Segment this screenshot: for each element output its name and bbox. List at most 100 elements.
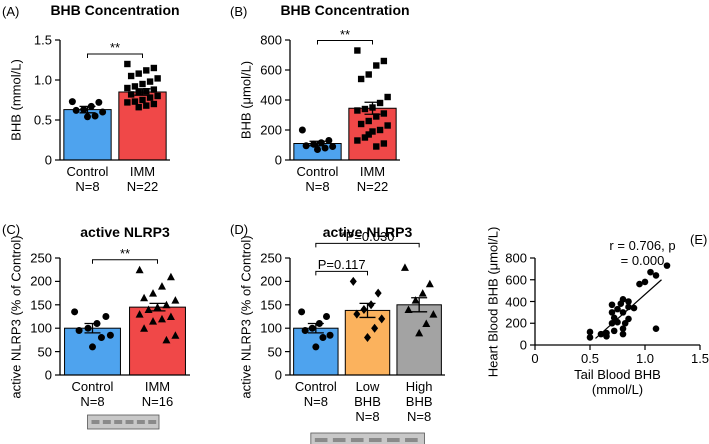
data-point <box>298 126 306 134</box>
data-point <box>140 324 149 332</box>
panel-label: (D) <box>230 222 249 237</box>
blot-band <box>314 438 328 442</box>
data-point <box>93 320 101 328</box>
data-point <box>384 122 391 129</box>
x-tick-label: High BHB N=8 <box>405 379 433 424</box>
data-point <box>72 106 80 114</box>
data-point <box>380 140 388 147</box>
data-point <box>150 64 158 72</box>
y-tick-label: 250 <box>30 250 52 266</box>
y-axis-label: active NLRP3 (% of Control) <box>8 234 24 399</box>
data-point <box>321 144 329 152</box>
data-point <box>149 289 158 297</box>
data-point <box>361 105 369 113</box>
data-point <box>418 289 427 297</box>
significance-label: ** <box>119 245 131 261</box>
blot-band <box>91 420 100 424</box>
data-point <box>102 313 110 320</box>
data-point <box>84 324 92 332</box>
data-point <box>143 67 150 74</box>
y-tick-label: 0 <box>44 152 52 168</box>
error-bar <box>411 297 428 313</box>
significance-label: ** <box>109 40 121 56</box>
x-tick-label: 0.5 <box>580 351 600 366</box>
data-point <box>310 140 318 148</box>
y-tick-label: 100 <box>30 320 52 336</box>
panel-label: (A) <box>2 4 20 19</box>
data-point <box>365 71 372 78</box>
panel-label: (C) <box>2 222 21 237</box>
data-point <box>171 296 180 304</box>
data-point <box>619 296 627 303</box>
blot-band <box>102 420 111 424</box>
data-point <box>171 331 180 339</box>
data-point <box>404 305 413 313</box>
data-point <box>384 93 391 101</box>
data-point <box>326 331 334 339</box>
y-tick-label: 50 <box>267 344 282 360</box>
data-point <box>315 320 323 328</box>
data-point <box>608 301 616 309</box>
y-tick-label: 600 <box>505 272 527 288</box>
data-point <box>349 276 357 286</box>
data-point <box>87 102 95 110</box>
y-tick-label: 800 <box>260 32 282 48</box>
data-point <box>302 142 310 150</box>
y-tick-label: 200 <box>260 273 282 289</box>
data-point <box>166 312 175 320</box>
x-tick-label: Control N=8 <box>296 164 339 194</box>
data-point <box>619 309 627 316</box>
data-point <box>68 98 76 106</box>
y-tick-label: 200 <box>505 315 527 331</box>
data-point <box>353 309 361 319</box>
data-point <box>301 327 309 335</box>
annotation: r = 0.706, p = 0.000 <box>609 238 676 268</box>
data-point <box>135 70 142 77</box>
y-tick-label: 0 <box>519 337 527 353</box>
data-point <box>367 300 375 310</box>
data-point <box>369 104 376 111</box>
y-axis-label: Heart Blood BHB (μmol/L) <box>485 226 501 377</box>
y-axis-label: BHB (mmol/L) <box>8 59 24 141</box>
data-point <box>99 108 107 116</box>
y-tick-label: 1.5 <box>33 32 52 48</box>
data-point <box>150 86 158 93</box>
y-tick-label: 0 <box>274 367 282 383</box>
data-point <box>124 99 131 106</box>
data-point <box>140 293 149 302</box>
blot-band <box>350 438 364 442</box>
data-point <box>127 91 135 98</box>
data-point <box>610 327 618 335</box>
data-point <box>139 96 146 104</box>
data-point <box>97 334 105 342</box>
significance-label: P=0.117 <box>317 257 366 273</box>
data-point <box>619 330 627 338</box>
data-point <box>322 313 330 320</box>
x-tick-label: Control N=8 <box>71 379 114 409</box>
y-tick-label: 150 <box>30 297 52 313</box>
x-tick-label: Control N=8 <box>66 164 109 194</box>
chart-title: Heart Blood BHB Concentration <box>280 0 410 18</box>
data-point <box>625 315 632 323</box>
data-point <box>157 314 166 323</box>
data-point <box>425 279 434 288</box>
data-point <box>400 263 409 271</box>
data-point <box>373 62 380 69</box>
data-point <box>619 325 627 332</box>
significance-label: ** <box>339 26 351 42</box>
data-point <box>146 94 154 101</box>
data-point <box>376 126 384 134</box>
data-point <box>135 104 142 111</box>
chart-title: Tail Blood BHB Concentration <box>50 0 180 18</box>
data-point <box>154 92 161 100</box>
data-point <box>91 112 99 120</box>
x-tick-label: Low BHB N=8 <box>354 379 381 424</box>
chart-title: active NLRP3 <box>80 224 170 240</box>
y-tick-label: 200 <box>30 273 52 289</box>
blot-band <box>125 420 134 424</box>
trend-line <box>595 279 662 339</box>
data-point <box>360 304 368 314</box>
data-point <box>429 310 438 318</box>
data-point <box>603 329 610 337</box>
